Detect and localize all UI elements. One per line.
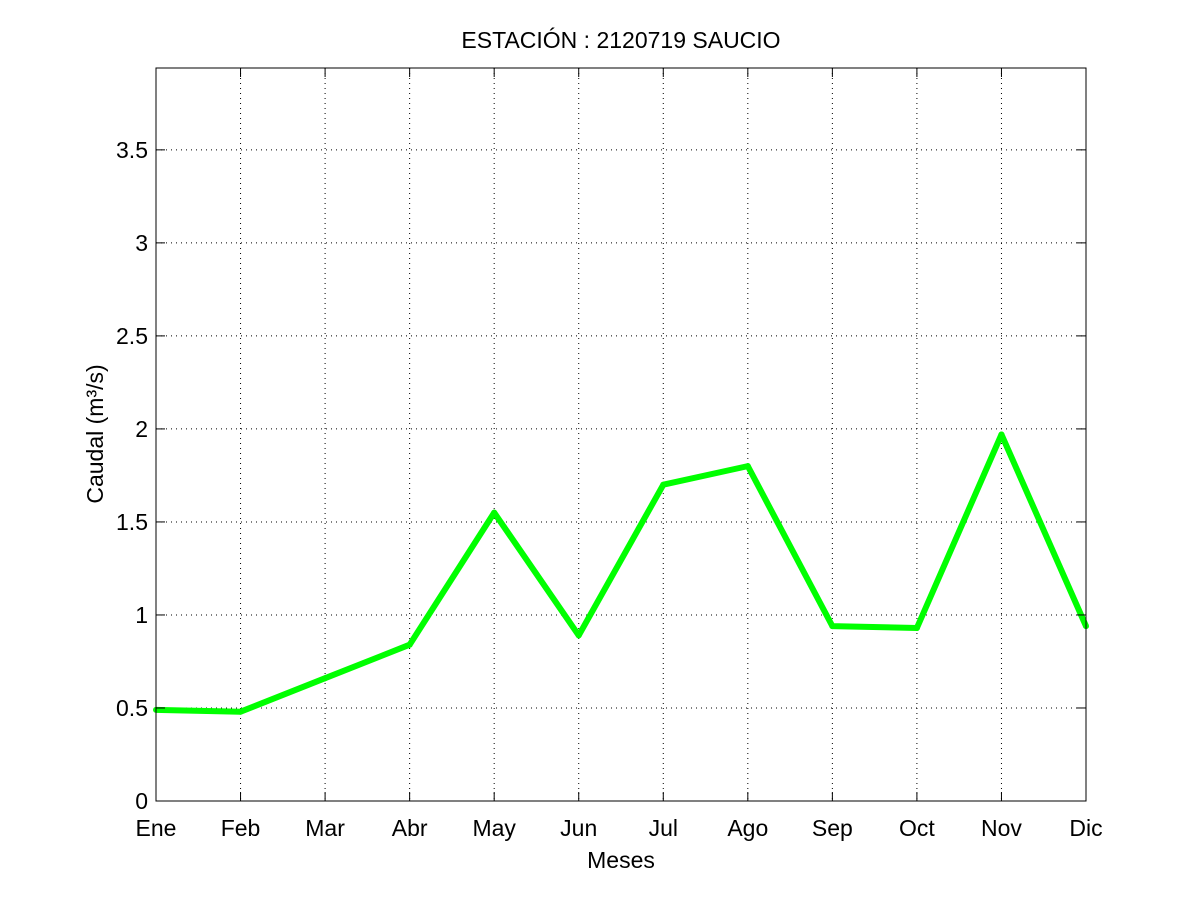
data-point-may	[491, 509, 498, 516]
x-tick-labels: Ene Feb Mar Abr May Jun Jul Ago Sep Oct Nov Dic	[136, 815, 1103, 841]
x-tick-label: Nov	[981, 815, 1022, 841]
y-axis-label: Caudal (m³/s)	[82, 364, 108, 503]
x-tick-label: Oct	[899, 815, 935, 841]
x-tick-label: Abr	[392, 815, 428, 841]
plot-frame	[155, 67, 1087, 802]
data-point-oct	[913, 624, 920, 631]
data-point-nov	[998, 431, 1005, 438]
series-line	[155, 431, 1089, 715]
x-tick-label: Feb	[221, 815, 261, 841]
x-tick-label: Sep	[812, 815, 853, 841]
data-point-sep	[829, 623, 836, 630]
y-tick-label: 0.5	[116, 695, 148, 721]
x-tick-label: Ago	[727, 815, 768, 841]
x-axis-label: Meses	[587, 847, 655, 873]
y-tick-labels: 0 0.5 1 1.5 2 2.5 3 3.5	[116, 137, 148, 814]
data-point-feb	[237, 708, 244, 715]
x-tick-label: Jul	[649, 815, 678, 841]
series-layer	[153, 431, 1089, 715]
chart-title: ESTACIÓN : 2120719 SAUCIO	[461, 27, 780, 53]
y-tick-label: 2	[135, 416, 148, 442]
y-tick-label: 3.5	[116, 137, 148, 163]
data-point-ago	[744, 463, 751, 470]
y-tick-label: 2.5	[116, 323, 148, 349]
x-tick-label: Dic	[1069, 815, 1102, 841]
x-tick-label: Ene	[136, 815, 177, 841]
y-tick-label: 1.5	[116, 509, 148, 535]
x-tick-label: Mar	[305, 815, 345, 841]
axis-ticks	[155, 68, 1087, 802]
data-point-abr	[406, 641, 413, 648]
x-tick-label: Jun	[560, 815, 597, 841]
y-tick-label: 3	[135, 230, 148, 256]
grid-lines	[156, 68, 1086, 801]
data-point-jul	[660, 481, 667, 488]
y-tick-label: 1	[135, 602, 148, 628]
y-tick-label: 0	[135, 788, 148, 814]
x-tick-label: May	[472, 815, 516, 841]
data-point-jun	[575, 632, 582, 639]
data-point-mar	[322, 675, 329, 682]
